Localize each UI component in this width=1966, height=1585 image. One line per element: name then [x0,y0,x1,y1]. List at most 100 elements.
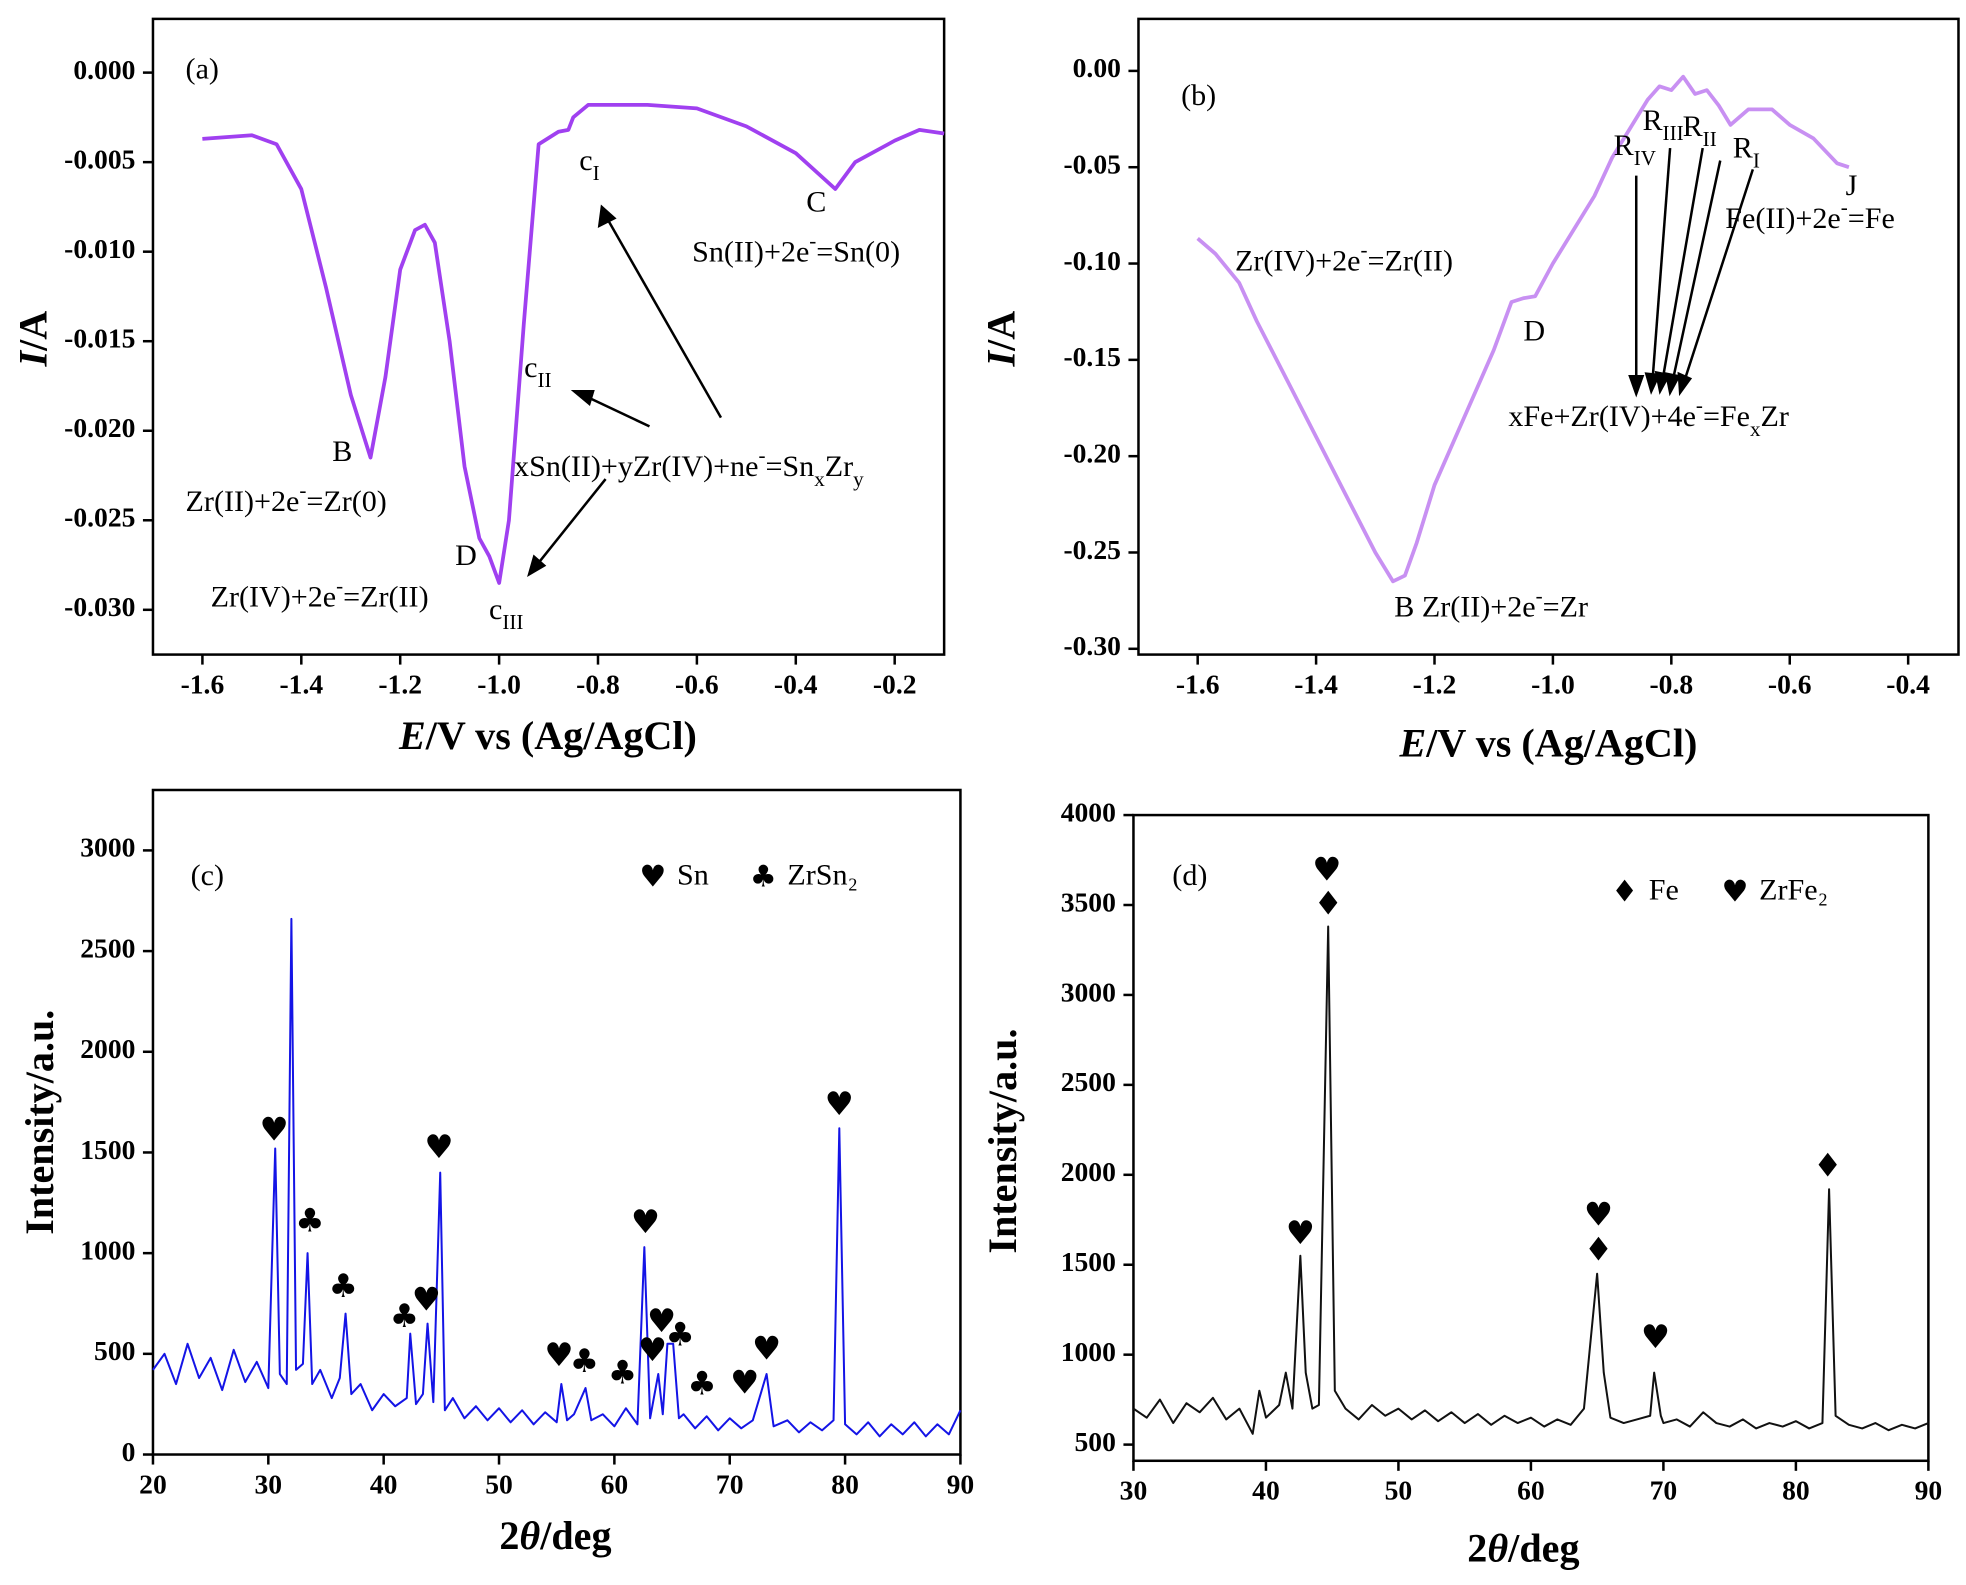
legend-label: ZrSn₂ [787,858,858,892]
peak-marker: ♥ [1641,1318,1670,1356]
x-tick-label: -1.2 [1413,669,1457,700]
data-line [152,917,962,1438]
y-tick-label: 2500 [80,932,135,963]
x-tick-label: 30 [255,1468,283,1499]
y-tick-label: -0.015 [64,323,135,354]
text-part: II [1703,127,1717,151]
text-part: C [806,184,826,218]
text-part: θ [519,1513,540,1558]
annotation: xSn(II)+yZr(IV)+ne-=SnxZry [514,443,864,491]
annotation: RIV [1614,128,1656,170]
text-part: /deg [539,1513,611,1558]
y-tick-label: 1000 [1061,1336,1116,1367]
text-part: 2 [499,1513,519,1558]
y-tick-label: 0.00 [1073,52,1121,83]
peak-marker: ♣ [295,1202,324,1240]
plot-frame [151,788,962,1456]
text-part: D [455,538,477,572]
text-part: Zr(IV)+2e [211,579,337,613]
text-part: y [853,467,864,491]
x-axis-title: 2θ/deg [499,1513,611,1558]
text-part: Sn(II)+2e [692,235,809,269]
arrow [1682,168,1755,383]
text-part: xSn(II)+yZr(IV)+ne [514,449,758,483]
legend-symbol: ♦ [1611,874,1638,909]
text-part: =Zr(0) [306,484,386,518]
annotation: RII [1683,109,1717,151]
arrow-head [1628,374,1645,398]
plot-frame [151,17,946,656]
annotation: D [455,538,477,572]
peak-marker: ♣ [608,1353,637,1391]
peak-marker: ♥ [752,1330,781,1368]
peak-marker: ♥ [647,1302,676,1340]
text-part: c [524,350,537,384]
y-tick-label: 500 [94,1335,135,1366]
x-tick-label: 60 [1517,1475,1545,1506]
y-tick-label: 3500 [1061,886,1116,917]
text-part: (b) [1181,78,1216,112]
peak-marker: ♥ [638,1331,667,1369]
annotation: B [332,434,352,468]
text-part: II [537,368,551,392]
text-part: - [1536,583,1543,607]
annotation: Fe(II)+2e-=Fe [1725,195,1895,235]
annotation: RIII [1643,103,1684,145]
text-part: III [502,610,523,634]
annotation: RI [1733,130,1760,172]
text-part: 2 [1467,1526,1487,1571]
data-line [1196,74,1850,584]
y-axis-title: I/A [979,311,1024,368]
text-part: E [398,713,426,758]
annotation: (a) [186,51,219,85]
x-tick-label: -0.4 [1886,669,1930,700]
y-tick-label: -0.15 [1063,341,1120,372]
x-axis-title: E/V vs (Ag/AgCl) [398,713,697,758]
text-part: /deg [1507,1526,1579,1571]
y-tick-label: 2000 [80,1033,135,1064]
text-part: Fe(II)+2e [1725,201,1841,235]
text-part: =Zr(II) [1368,243,1453,277]
text-part: Zr [1761,399,1789,433]
text-part: B Zr(II)+2e [1394,589,1535,623]
text-part: Zr [825,449,853,483]
peak-marker: ♦ [1314,884,1343,922]
text-part: R [1643,103,1664,137]
peak-marker: ♣ [390,1297,419,1335]
peak-marker: ♥ [825,1085,854,1123]
text-part: III [1663,121,1684,145]
legend-label: Fe [1649,873,1679,907]
y-tick-label: 2000 [1061,1156,1116,1187]
arrow-head [570,390,595,406]
peak-marker: ♦ [1813,1146,1842,1184]
text-part: =Sn [765,449,814,483]
peak-marker: ♥ [631,1203,660,1241]
x-tick-label: -0.8 [1649,669,1693,700]
x-tick-label: -1.0 [1531,669,1575,700]
arrow [604,215,723,419]
y-tick-label: -0.20 [1063,437,1120,468]
x-tick-label: 40 [1252,1475,1280,1506]
arrow [534,478,607,568]
text-part: R [1683,109,1704,143]
text-part: - [809,228,816,252]
text-part: IV [1634,146,1656,170]
y-tick-label: -0.005 [64,143,135,174]
text-part: x [1750,417,1761,441]
arrow [1651,147,1672,381]
arrow-head [1664,372,1681,397]
text-part: xFe+Zr(IV)+4e [1508,399,1696,433]
text-part: - [1361,237,1368,261]
text-part: R [1614,128,1635,162]
y-tick-label: -0.020 [64,412,135,443]
x-tick-label: -1.6 [181,669,225,700]
text-part: Intensity/a.u. [17,1010,62,1235]
text-part: D [1523,314,1545,348]
arrow [1661,147,1704,381]
x-tick-label: -1.4 [1294,669,1338,700]
peak-marker: ♣ [329,1267,358,1305]
text-part: - [758,443,765,467]
y-tick-label: 3000 [1061,976,1116,1007]
